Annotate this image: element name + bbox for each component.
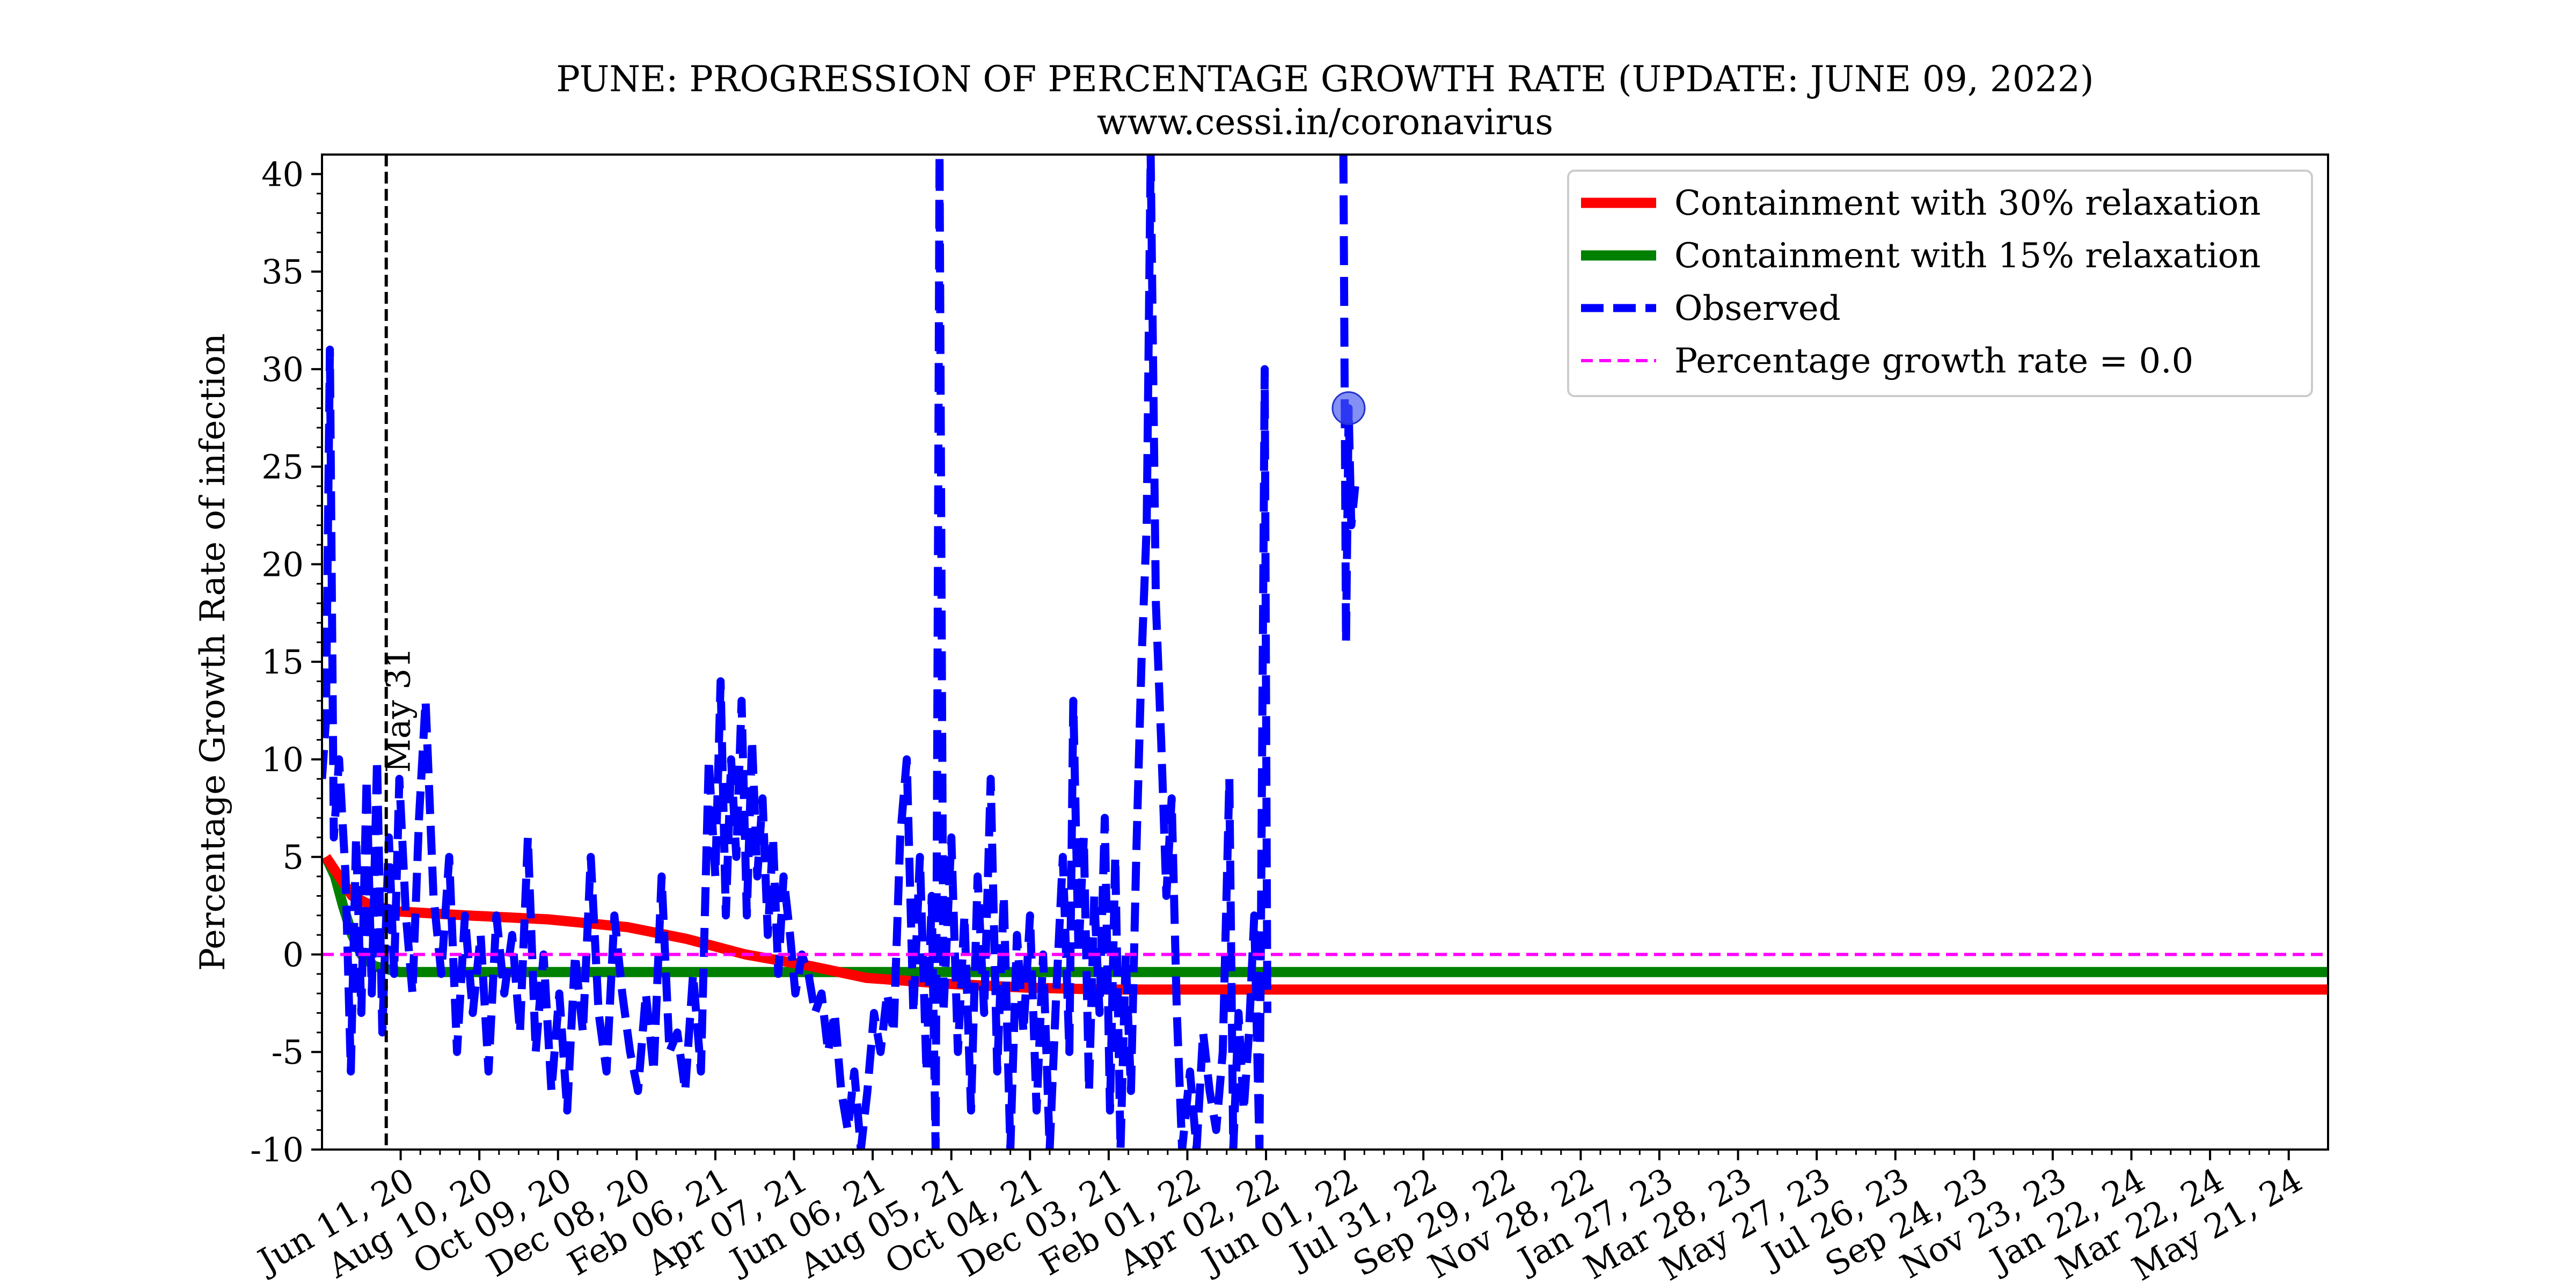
chart-subtitle: www.cessi.in/coronavirus	[1097, 101, 1554, 143]
y-tick-label: 5	[283, 838, 304, 877]
y-tick-label: 40	[261, 155, 304, 194]
legend-label-0: Containment with 30% relaxation	[1674, 184, 2261, 223]
marker-layer	[1331, 391, 1366, 426]
series-line-2	[322, 155, 1359, 1150]
y-axis-label: Percentage Growth Rate of infection	[193, 333, 233, 971]
y-tick-label: 25	[261, 448, 304, 487]
y-tick-label: 0	[283, 935, 304, 974]
y-tick-label: 20	[261, 545, 304, 584]
legend-label-2: Observed	[1674, 289, 1841, 328]
y-tick-label: 15	[261, 642, 304, 682]
chart-title: PUNE: PROGRESSION OF PERCENTAGE GROWTH R…	[556, 58, 2094, 100]
vline-label: May 31	[379, 647, 418, 773]
last-observed-marker	[1331, 391, 1366, 426]
legend-label-3: Percentage growth rate = 0.0	[1674, 341, 2193, 381]
y-tick-label: 35	[261, 252, 304, 291]
vline-layer: May 31	[379, 155, 418, 1150]
legend-box	[1567, 170, 2313, 397]
y-tick-label: 10	[261, 740, 304, 779]
y-tick-label: 30	[261, 350, 304, 389]
y-axis: -10 -5 0 5 10 15 20 25 30 35 40	[250, 155, 322, 1169]
y-tick-label: -5	[272, 1033, 304, 1072]
legend[interactable]: Containment with 30% relaxation Containme…	[1567, 170, 2313, 397]
legend-label-1: Containment with 15% relaxation	[1674, 236, 2261, 276]
y-tick-label: -10	[250, 1130, 304, 1169]
